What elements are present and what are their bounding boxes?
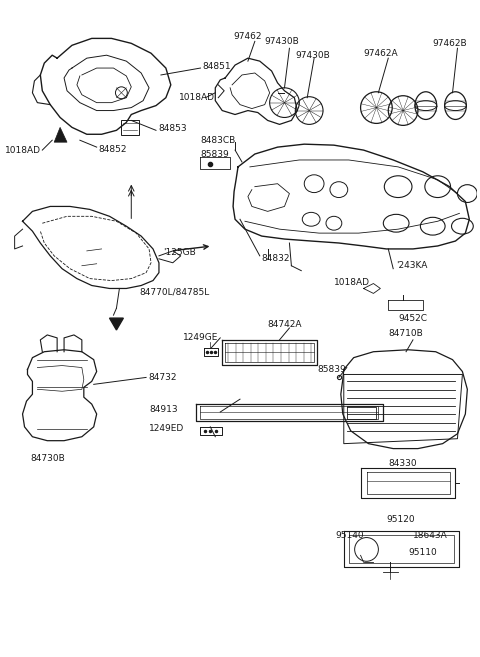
Text: 97430B: 97430B [264, 37, 300, 46]
Text: 95120: 95120 [386, 515, 415, 524]
Text: 1249ED: 1249ED [149, 424, 184, 434]
Text: 8483CB: 8483CB [201, 136, 236, 145]
Text: 84730B: 84730B [30, 454, 65, 463]
Text: 84853: 84853 [158, 124, 187, 133]
Text: 97430B: 97430B [295, 51, 330, 60]
Polygon shape [54, 127, 67, 142]
Text: 84742A: 84742A [268, 319, 302, 328]
Text: 84710B: 84710B [388, 329, 423, 338]
Polygon shape [109, 318, 123, 330]
Text: '243KA: '243KA [396, 261, 428, 270]
Text: 97462B: 97462B [433, 39, 468, 48]
Text: 84770L/84785L: 84770L/84785L [139, 288, 209, 297]
Text: 9452C: 9452C [398, 313, 427, 323]
Text: 85839: 85839 [201, 150, 229, 158]
Text: '125GB: '125GB [163, 248, 196, 258]
Text: 84851: 84851 [203, 62, 231, 70]
Text: 1018AD: 1018AD [334, 278, 370, 287]
Text: 95110: 95110 [408, 548, 437, 557]
Text: 1249GE: 1249GE [183, 333, 218, 342]
Text: 85839: 85839 [317, 365, 346, 374]
Text: 84330: 84330 [388, 459, 417, 468]
Text: 84913: 84913 [149, 405, 178, 413]
Text: 84852: 84852 [99, 145, 127, 154]
Text: 97462A: 97462A [363, 49, 398, 58]
Text: 95140: 95140 [335, 531, 363, 540]
Text: 97462: 97462 [233, 32, 262, 41]
Text: 84832: 84832 [262, 254, 290, 263]
Text: 1018AD: 1018AD [5, 146, 41, 154]
Text: 84732: 84732 [148, 373, 177, 382]
Text: 18643A: 18643A [413, 531, 448, 540]
Text: 1018AD: 1018AD [179, 93, 215, 102]
